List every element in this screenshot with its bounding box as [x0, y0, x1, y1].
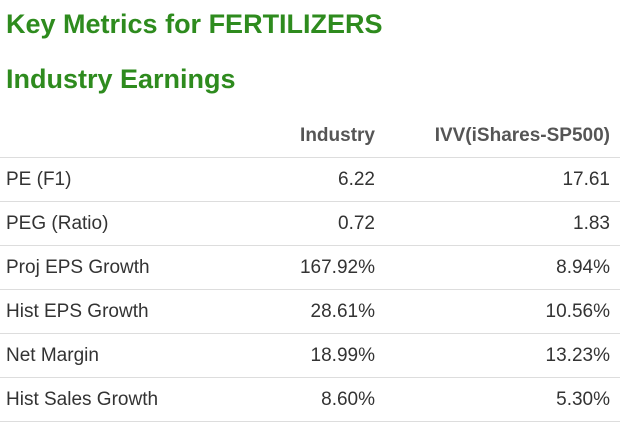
industry-value: 8.60% [230, 377, 375, 422]
industry-value: 28.61% [230, 289, 375, 334]
industry-value: 18.99% [230, 333, 375, 378]
column-header-ivv: IVV(iShares-SP500) [375, 114, 620, 158]
ivv-value: 13.23% [375, 333, 620, 378]
ivv-value: 17.61 [375, 157, 620, 202]
table-header-row: Industry IVV(iShares-SP500) [0, 114, 620, 158]
ivv-value: 10.56% [375, 289, 620, 334]
column-header-industry: Industry [230, 114, 375, 158]
industry-value: 0.72 [230, 201, 375, 246]
industry-value: 6.22 [230, 157, 375, 202]
metric-label: Net Margin [0, 333, 230, 378]
ivv-value: 5.30% [375, 377, 620, 422]
metric-label: Hist Sales Growth [0, 377, 230, 422]
table-row: Proj EPS Growth 167.92% 8.94% [0, 245, 620, 290]
ivv-value: 1.83 [375, 201, 620, 246]
page-title: Key Metrics for FERTILIZERS [6, 9, 383, 39]
metric-label: Hist EPS Growth [0, 289, 230, 334]
table-row: Hist EPS Growth 28.61% 10.56% [0, 289, 620, 334]
table-row: Net Margin 18.99% 13.23% [0, 333, 620, 378]
metric-label: Proj EPS Growth [0, 245, 230, 290]
metric-label: PE (F1) [0, 157, 230, 202]
metric-label: PEG (Ratio) [0, 201, 230, 246]
table-row: PEG (Ratio) 0.72 1.83 [0, 201, 620, 246]
key-metrics-table: Industry IVV(iShares-SP500) PE (F1) 6.22… [0, 114, 620, 422]
column-header-metric [0, 114, 230, 158]
industry-value: 167.92% [230, 245, 375, 290]
section-title: Industry Earnings [6, 64, 236, 94]
ivv-value: 8.94% [375, 245, 620, 290]
table-row: PE (F1) 6.22 17.61 [0, 157, 620, 202]
table-row: Hist Sales Growth 8.60% 5.30% [0, 377, 620, 422]
